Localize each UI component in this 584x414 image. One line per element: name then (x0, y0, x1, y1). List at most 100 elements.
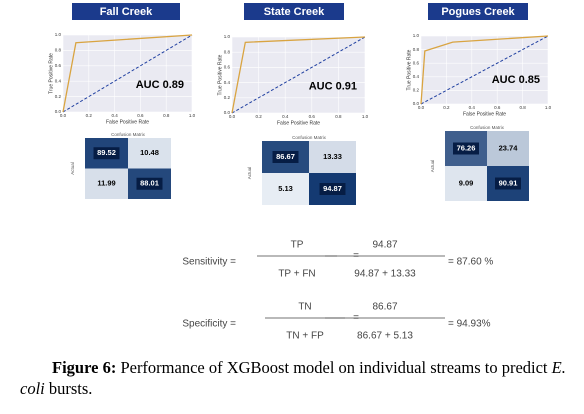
auc-label: AUC 0.91 (309, 80, 357, 92)
x-tick-label: 0.8 (163, 113, 170, 118)
y-tick-label: 0.2 (413, 88, 420, 93)
title-banner (72, 3, 180, 20)
x-tick-label: 0.8 (335, 114, 342, 119)
matrix-cell (309, 141, 356, 173)
y-tick-label: 0.6 (55, 63, 62, 68)
cell-value: 23.74 (499, 143, 519, 152)
matrix-title: Confusion Matrix (470, 125, 505, 130)
x-tick-label: 0.6 (494, 105, 501, 110)
equation-den: TN + FP (286, 331, 324, 342)
x-axis-label: False Positive Rate (277, 120, 320, 126)
y-tick-label: 0.2 (55, 94, 62, 99)
x-tick-label: 0.6 (309, 114, 316, 119)
caption-text: Performance of XGBoost model on individu… (120, 358, 548, 377)
panel-title: Pogues Creek (441, 6, 515, 18)
y-tick-label: 1.0 (55, 32, 62, 37)
cell-value: 88.01 (140, 179, 159, 188)
equation-name: Specificity = (182, 319, 236, 330)
matrix-title: Confusion Matrix (292, 135, 327, 140)
y-tick-label: 0.4 (224, 80, 231, 85)
title-banner (244, 3, 344, 20)
matrix-cell (445, 166, 487, 201)
equation-result: = 87.60 % (448, 257, 493, 268)
matrix-cell (128, 138, 171, 169)
x-axis-label: False Positive Rate (463, 111, 506, 117)
chance-line (420, 35, 549, 105)
y-axis-label: True Positive Rate (406, 49, 412, 90)
matrix-ylabel: Actual (430, 160, 435, 173)
equation-result: = 94.93% (448, 319, 491, 330)
x-tick-label: 1.0 (362, 114, 369, 119)
y-tick-label: 0.8 (224, 49, 231, 54)
x-tick-label: 0.0 (418, 105, 425, 110)
cell-value: 89.52 (97, 148, 116, 157)
x-tick-label: 0.0 (60, 113, 67, 118)
y-tick-label: 1.0 (224, 34, 231, 39)
x-tick-label: 0.6 (137, 113, 144, 118)
y-tick-label: 0.6 (413, 60, 420, 65)
x-axis-label: False Positive Rate (106, 119, 149, 125)
matrix-cell (85, 168, 128, 199)
cell-value: 5.13 (278, 184, 293, 193)
panel-title: Fall Creek (100, 6, 153, 18)
cell-label-box (136, 177, 163, 190)
auc-label: AUC 0.89 (136, 79, 184, 91)
cell-value: 90.91 (499, 178, 518, 187)
cell-value: 9.09 (459, 178, 474, 187)
equation-name: Sensitivity = (182, 257, 236, 268)
equation-den2: 86.67 + 5.13 (357, 331, 413, 342)
equation-den: TP + FN (278, 269, 315, 280)
cell-label-box (495, 177, 521, 190)
cell-label-box (272, 151, 299, 163)
caption-species: E. coli (20, 358, 566, 398)
roc-curve (231, 36, 366, 114)
cell-value: 10.48 (140, 148, 159, 157)
matrix-ylabel: Actual (247, 167, 252, 180)
roc-curve (420, 35, 549, 105)
figure: Fall Creek 0.0 0.2 0.4 0.6 0.8 1.0 0.0 0.2 0.4 0.6… (48, 3, 552, 342)
chance-line (62, 34, 193, 113)
y-axis-label: True Positive Rate (48, 53, 54, 94)
chance-line (231, 36, 366, 114)
x-tick-label: 0.8 (519, 105, 526, 110)
x-tick-label: 0.4 (282, 114, 289, 119)
x-tick-label: 1.0 (189, 113, 196, 118)
cell-label-box (93, 147, 120, 160)
cell-value: 86.67 (276, 152, 295, 161)
title-banner (428, 3, 528, 20)
equation-num2: 94.87 (372, 240, 397, 251)
matrix-title: Confusion Matrix (111, 132, 146, 137)
y-tick-label: 0.6 (224, 65, 231, 70)
cell-value: 13.33 (323, 152, 342, 161)
x-tick-label: 0.2 (443, 105, 450, 110)
x-tick-label: 0.4 (469, 105, 476, 110)
equation-num2: 86.67 (372, 302, 397, 313)
y-tick-label: 0.4 (55, 78, 62, 83)
y-tick-label: 0.0 (413, 101, 420, 106)
y-tick-label: 0.4 (413, 74, 420, 79)
y-tick-label: 0.0 (55, 109, 62, 114)
x-tick-label: 0.4 (111, 113, 118, 118)
y-tick-label: 1.0 (413, 33, 420, 38)
matrix-ylabel: Actual (70, 162, 75, 175)
panel-title: State Creek (264, 6, 325, 18)
y-axis-label: True Positive Rate (217, 54, 223, 95)
y-tick-label: 0.2 (224, 95, 231, 100)
x-tick-label: 0.0 (229, 114, 236, 119)
cell-value: 76.26 (457, 143, 476, 152)
cell-value: 94.87 (323, 184, 342, 193)
y-tick-label: 0.0 (224, 110, 231, 115)
y-tick-label: 0.8 (55, 48, 62, 53)
caption: Figure 6: Performance of XGBoost model o… (20, 357, 582, 399)
auc-label: AUC 0.85 (492, 74, 540, 86)
matrix-cell (262, 173, 309, 205)
matrix-cell (487, 131, 529, 166)
x-tick-label: 0.2 (86, 113, 93, 118)
roc-curve (62, 34, 193, 113)
equation-num: TP (291, 240, 304, 251)
cell-value: 11.99 (97, 179, 115, 188)
cell-label-box (453, 142, 479, 155)
y-tick-label: 0.8 (413, 47, 420, 52)
cell-label-box (319, 183, 346, 195)
